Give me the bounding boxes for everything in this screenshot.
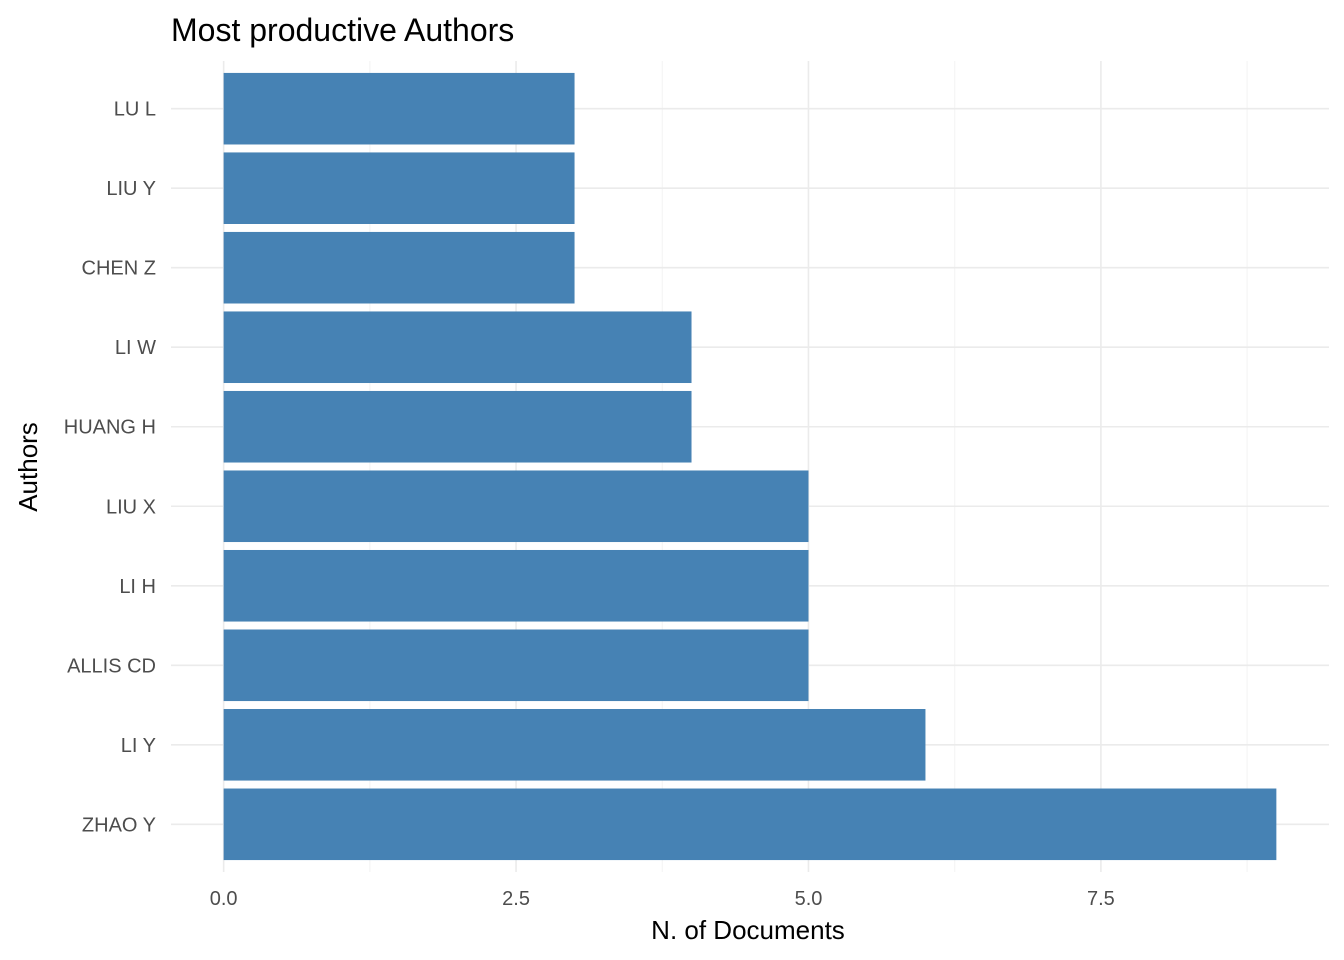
bar-li-w: LI W: 4 [223,311,692,384]
chart-title: Most productive Authors [171,12,514,48]
y-tick-label: LIU X [106,496,156,518]
bar-huang-h: HUANG H: 4 [223,390,692,463]
x-axis-title: N. of Documents [651,915,845,945]
y-tick-label: LIU Y [106,178,156,200]
y-tick-label: LI Y [121,735,156,757]
y-axis-title: Authors [13,422,43,512]
bar-zhao-y: ZHAO Y: 9 [223,788,1277,861]
x-tick-label: 5.0 [795,888,823,910]
x-tick-label: 7.5 [1087,888,1115,910]
bar-li-h: LI H: 5 [223,549,809,622]
y-tick-label: ZHAO Y [82,814,156,836]
x-tick-label: 2.5 [502,888,530,910]
bar-liu-y: LIU Y: 3 [223,152,575,224]
bar-allis-cd: ALLIS CD: 5 [223,629,809,702]
bars: ZHAO Y: 9LI Y: 6ALLIS CD: 5LI H: 5LIU X:… [223,72,1277,861]
y-tick-label: HUANG H [64,417,156,439]
bar-li-y: LI Y: 6 [223,709,926,781]
bar-chen-z: CHEN Z: 3 [223,231,575,304]
x-axis-ticks: 0.0 2.5 5.0 7.5 [210,888,1115,910]
y-tick-label: LI W [115,337,156,359]
y-tick-label: ALLIS CD [67,655,156,677]
x-tick-label: 0.0 [210,888,238,910]
y-tick-label: CHEN Z [82,258,156,280]
y-axis-ticks: ZHAO Y LI Y ALLIS CD LI H LIU X HUANG H LI W CH… [64,99,156,837]
bar-lu-l: LU L: 3 [223,72,575,145]
bar-liu-x: LIU X: 5 [223,470,809,543]
y-tick-label: LU L [114,99,156,121]
y-tick-label: LI H [119,576,156,598]
